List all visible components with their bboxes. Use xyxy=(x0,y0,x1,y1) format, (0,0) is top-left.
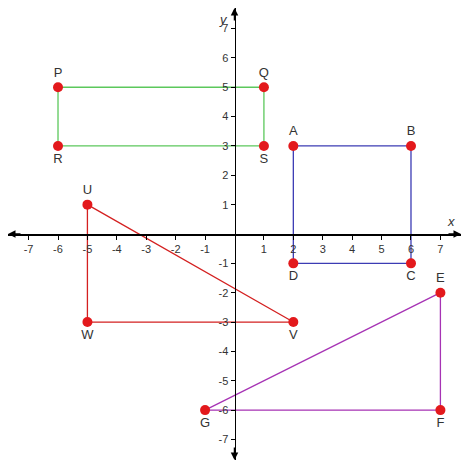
svg-text:1: 1 xyxy=(222,199,228,211)
svg-text:V: V xyxy=(289,327,298,342)
svg-text:E: E xyxy=(436,270,445,285)
svg-text:5: 5 xyxy=(222,81,228,93)
svg-text:-2: -2 xyxy=(171,243,181,255)
svg-text:6: 6 xyxy=(408,243,414,255)
svg-text:Q: Q xyxy=(259,65,269,80)
svg-text:y: y xyxy=(219,12,228,27)
svg-text:-4: -4 xyxy=(219,345,229,357)
svg-text:C: C xyxy=(406,268,415,283)
svg-text:4: 4 xyxy=(222,110,228,122)
svg-text:-2: -2 xyxy=(219,287,229,299)
svg-text:-5: -5 xyxy=(219,375,229,387)
svg-text:-6: -6 xyxy=(53,243,63,255)
svg-text:R: R xyxy=(53,151,62,166)
svg-text:G: G xyxy=(200,415,210,430)
svg-text:-7: -7 xyxy=(219,433,229,445)
svg-text:2: 2 xyxy=(290,243,296,255)
svg-text:-3: -3 xyxy=(219,316,229,328)
svg-text:S: S xyxy=(260,151,269,166)
svg-text:3: 3 xyxy=(320,243,326,255)
svg-text:F: F xyxy=(436,415,444,430)
svg-text:W: W xyxy=(81,327,94,342)
svg-text:1: 1 xyxy=(261,243,267,255)
svg-text:7: 7 xyxy=(222,22,228,34)
svg-text:4: 4 xyxy=(349,243,355,255)
svg-text:-4: -4 xyxy=(112,243,122,255)
svg-text:U: U xyxy=(83,182,92,197)
svg-text:A: A xyxy=(289,123,298,138)
svg-text:-3: -3 xyxy=(141,243,151,255)
svg-text:-7: -7 xyxy=(24,243,34,255)
svg-text:-1: -1 xyxy=(200,243,210,255)
svg-text:5: 5 xyxy=(379,243,385,255)
svg-text:3: 3 xyxy=(222,140,228,152)
svg-text:P: P xyxy=(54,65,63,80)
svg-text:-1: -1 xyxy=(219,257,229,269)
svg-text:B: B xyxy=(407,123,416,138)
svg-text:2: 2 xyxy=(222,169,228,181)
svg-text:x: x xyxy=(447,214,455,229)
svg-text:-6: -6 xyxy=(219,404,229,416)
svg-text:7: 7 xyxy=(437,243,443,255)
svg-text:6: 6 xyxy=(222,52,228,64)
svg-text:D: D xyxy=(289,268,298,283)
svg-text:-5: -5 xyxy=(83,243,93,255)
